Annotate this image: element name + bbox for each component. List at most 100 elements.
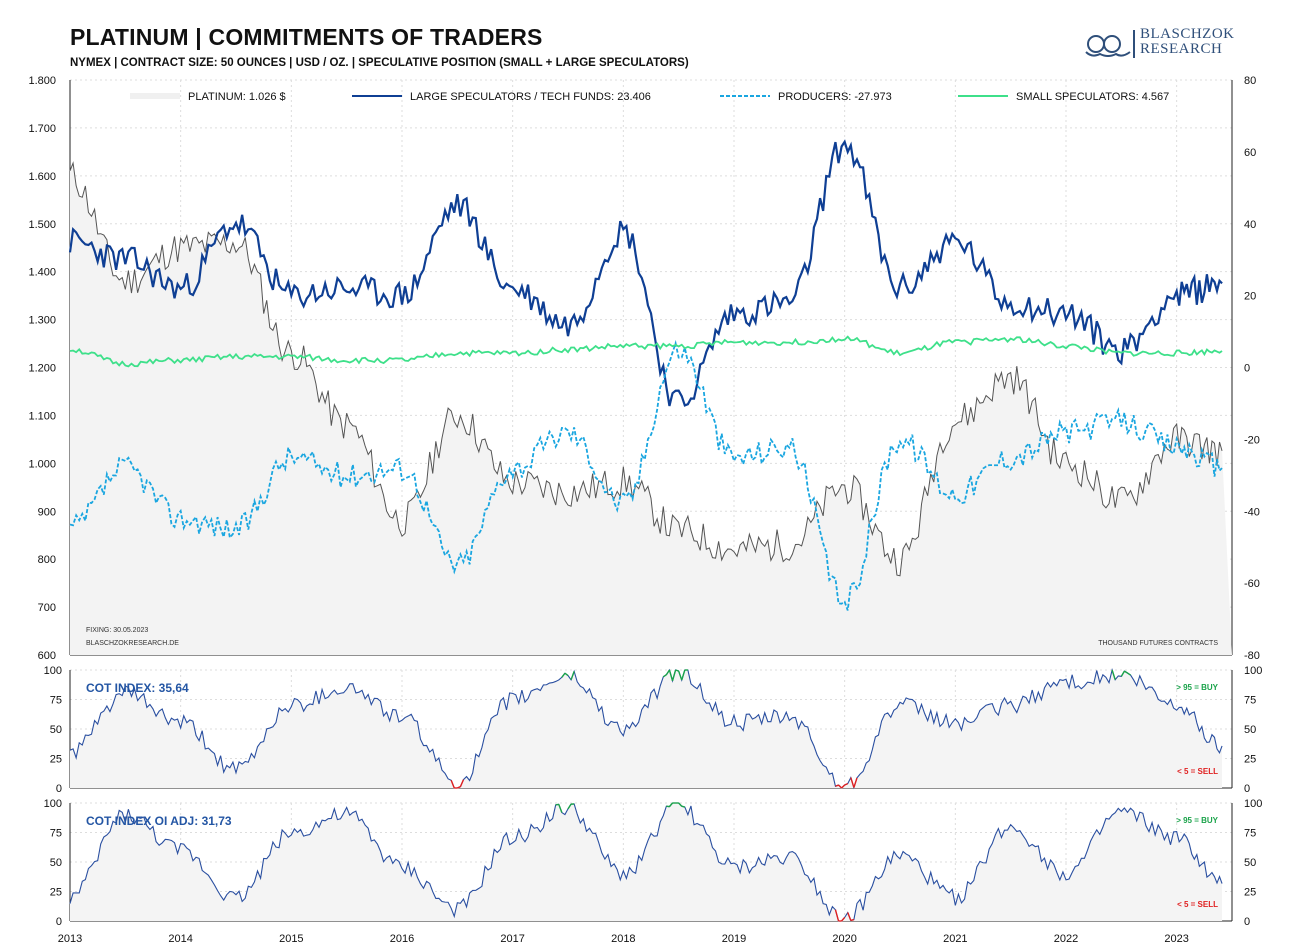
left-y-tick-label: 1.500 [28, 219, 56, 231]
cot-index-oi-adj-sell-segment [850, 918, 855, 922]
cot-right-tick-label: 0 [1244, 783, 1250, 795]
cot-index-sell-segment [853, 777, 858, 788]
cot-index-oi-adj-sell-segment [841, 916, 846, 922]
cot-index-buy-segment [668, 669, 674, 682]
legend: PLATINUM: 1.026 $ LARGE SPECULATORS / TEC… [130, 91, 1169, 103]
large-speculators-line [68, 139, 1223, 407]
cot-left-tick-label: 0 [56, 783, 62, 795]
cot-index-buy-segment [665, 669, 671, 676]
logo-line-2: RESEARCH [1140, 41, 1223, 57]
cot-index-buy-segment [678, 670, 683, 681]
cot-index-sell-segment [850, 777, 855, 788]
cot-index-sell-segment [844, 782, 849, 786]
left-y-tick-label: 1.300 [28, 315, 56, 327]
left-y-tick-label: 800 [38, 554, 56, 566]
cot-index-oi-adj-sell-threshold-label: < 5 = SELL [1177, 900, 1218, 909]
cot-right-tick-label: 100 [1244, 798, 1262, 810]
cot-right-tick-label: 0 [1244, 916, 1250, 928]
platinum-line [69, 161, 1223, 577]
left-y-tick-label: 900 [38, 506, 56, 518]
x-tick-label: 2013 [58, 933, 82, 945]
cot-index-label: COT INDEX: 35,64 [86, 681, 189, 695]
x-tick-label: 2016 [390, 933, 414, 945]
cot-index-oi-adj-buy-segment [668, 802, 674, 808]
cot-index-oi-adj-sell-segment [834, 909, 840, 922]
cot-left-tick-label: 100 [44, 798, 62, 810]
legend-large-speculators-label: LARGE SPECULATORS / TECH FUNDS: 23.406 [410, 91, 651, 103]
x-tick-label: 2020 [832, 933, 856, 945]
cot-index-sell-threshold-label: < 5 = SELL [1177, 767, 1218, 776]
cot-index-sell-segment [450, 779, 455, 789]
chart-title: PLATINUM | COMMITMENTS OF TRADERS [70, 24, 543, 50]
cot-right-tick-label: 75 [1244, 695, 1256, 707]
cot-left-tick-label: 25 [50, 754, 62, 766]
cot-index-buy-segment [1124, 670, 1128, 674]
cot-index-buy-segment [671, 669, 677, 682]
cot-index-oi-adj-sell-segment [847, 912, 852, 921]
cot-left-tick-label: 0 [56, 916, 62, 928]
right-y-tick-label: 40 [1244, 219, 1256, 231]
left-y-tick-label: 1.000 [28, 458, 56, 470]
website-note: BLASCHZOKRESEARCH.DE [86, 640, 179, 647]
cot-index-oi-adj-buy-segment [567, 803, 572, 810]
area-fills [70, 163, 1232, 921]
cot-index-sell-segment [838, 784, 843, 789]
cot-index-oi-adj-label: COT INDEX OI ADJ: 31,73 [86, 814, 232, 828]
cot-index-oi-adj-buy-segment [678, 802, 683, 807]
cot-index-oi-adj-buy-segment [681, 805, 686, 808]
cot-right-tick-label: 75 [1244, 828, 1256, 840]
producers-line [69, 339, 1223, 611]
cot-left-tick-label: 75 [50, 828, 62, 840]
cot-right-tick-label: 50 [1244, 857, 1256, 869]
right-y-tick-label: -40 [1244, 506, 1260, 518]
chart-labels: FIXING: 30.05.2023 BLASCHZOKRESEARCH.DE TH… [86, 627, 1219, 909]
left-y-tick-label: 1.200 [28, 363, 56, 375]
cot-right-tick-label: 25 [1244, 887, 1256, 899]
cot-index-buy-segment [564, 672, 569, 677]
cot-index-buy-segment [1120, 670, 1126, 677]
x-tick-label: 2022 [1054, 933, 1078, 945]
left-y-tick-label: 1.600 [28, 171, 56, 183]
logo-icon [1085, 30, 1135, 58]
cot-index-sell-segment [835, 784, 839, 787]
right-y-tick-label: -20 [1244, 434, 1260, 446]
cot-index-buy-segment [662, 674, 667, 678]
left-y-tick-label: 1.400 [28, 267, 56, 279]
cot-index-buy-segment [1127, 672, 1131, 676]
axis-ticks: 2013 2014 2015 2016 2017 2018 2019 2020 2021 2022… [28, 75, 1262, 945]
cot-index-sell-segment [459, 779, 465, 787]
cot-left-tick-label: 50 [50, 724, 62, 736]
x-tick-label: 2023 [1164, 933, 1188, 945]
cot-index-buy-segment [1111, 669, 1116, 680]
left-y-tick-label: 1.100 [28, 410, 56, 422]
right-y-tick-label: 0 [1244, 363, 1250, 375]
cot-left-tick-label: 50 [50, 857, 62, 869]
platinum-area [70, 163, 1232, 655]
legend-producers-label: PRODUCERS: -27.973 [778, 91, 892, 103]
right-axis-unit-label: THOUSAND FUTURES CONTRACTS [1098, 640, 1218, 647]
cot-left-tick-label: 25 [50, 887, 62, 899]
right-y-tick-label: 20 [1244, 291, 1256, 303]
fixing-note: FIXING: 30.05.2023 [86, 627, 148, 634]
cot-index-oi-adj-buy-segment [558, 804, 563, 813]
cot-index-buy-segment [675, 669, 679, 672]
cot-index-buy-segment [561, 672, 566, 678]
logo-line-1: BLASCHZOK [1140, 26, 1235, 42]
x-tick-label: 2017 [500, 933, 524, 945]
right-y-tick-label: -80 [1244, 650, 1260, 662]
cot-index-buy-segment [570, 671, 575, 681]
left-y-tick-label: 1.700 [28, 123, 56, 135]
left-y-tick-label: 600 [38, 650, 56, 662]
cot-index-oi-adj-buy-threshold-label: > 95 = BUY [1176, 816, 1218, 825]
x-tick-label: 2014 [168, 933, 192, 945]
left-y-tick-label: 700 [38, 602, 56, 614]
legend-small-speculators-label: SMALL SPECULATORS: 4.567 [1016, 91, 1169, 103]
cot-right-tick-label: 50 [1244, 724, 1256, 736]
cot-left-tick-label: 100 [44, 665, 62, 677]
chart-subtitle: NYMEX | CONTRACT SIZE: 50 OUNCES | USD /… [70, 57, 689, 69]
cot-index-oi-adj-buy-segment [555, 803, 559, 806]
cot-index-sell-segment [841, 784, 846, 789]
left-y-tick-label: 1.800 [28, 75, 56, 87]
x-tick-label: 2015 [279, 933, 303, 945]
